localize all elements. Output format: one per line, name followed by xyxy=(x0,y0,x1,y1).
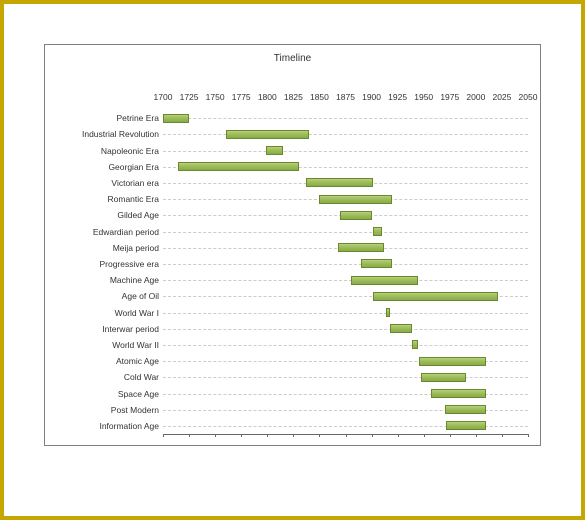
x-tick xyxy=(476,434,477,437)
timeline-bar xyxy=(390,324,412,333)
x-tick xyxy=(528,434,529,437)
x-tick xyxy=(346,434,347,437)
gridline xyxy=(163,232,528,233)
x-tick xyxy=(450,434,451,437)
x-tick-label: 1975 xyxy=(440,92,459,102)
y-axis-label: Edwardian period xyxy=(93,227,159,237)
x-tick-label: 1750 xyxy=(206,92,225,102)
y-axis-label: Atomic Age xyxy=(116,356,159,366)
x-tick-label: 1875 xyxy=(336,92,355,102)
gridline xyxy=(163,118,528,119)
timeline-bar xyxy=(412,340,418,349)
x-tick-label: 1950 xyxy=(414,92,433,102)
y-axis-label: Petrine Era xyxy=(116,113,159,123)
y-axis-label: Space Age xyxy=(118,389,159,399)
timeline-bar xyxy=(421,373,467,382)
timeline-bar xyxy=(319,195,392,204)
y-axis-label: World War II xyxy=(112,340,159,350)
gridline xyxy=(163,329,528,330)
y-axis-label: Post Modern xyxy=(111,405,159,415)
gridline xyxy=(163,313,528,314)
gridline xyxy=(163,151,528,152)
outer-frame: Timeline Petrine Era Industrial Revolutio… xyxy=(0,0,585,520)
x-tick xyxy=(267,434,268,437)
x-tick xyxy=(241,434,242,437)
x-tick-label: 1775 xyxy=(232,92,251,102)
y-axis-labels: Petrine Era Industrial Revolution Napoleon… xyxy=(45,110,159,435)
timeline-bar xyxy=(306,178,373,187)
gridline xyxy=(163,345,528,346)
gridline xyxy=(163,134,528,135)
timeline-bar xyxy=(338,243,384,252)
gridline xyxy=(163,377,528,378)
x-tick xyxy=(398,434,399,437)
x-tick-label: 2025 xyxy=(492,92,511,102)
gridline xyxy=(163,280,528,281)
x-tick xyxy=(163,434,164,437)
timeline-bar xyxy=(419,357,487,366)
y-axis-label: Victorian era xyxy=(111,178,159,188)
x-tick xyxy=(189,434,190,437)
y-axis-label: World War I xyxy=(115,308,159,318)
timeline-bar xyxy=(373,227,382,236)
x-tick xyxy=(372,434,373,437)
y-axis-label: Industrial Revolution xyxy=(82,129,159,139)
x-tick-label: 1800 xyxy=(258,92,277,102)
x-tick-label: 2000 xyxy=(466,92,485,102)
x-tick-label: 1925 xyxy=(388,92,407,102)
timeline-bar xyxy=(445,405,487,414)
y-axis-label: Georgian Era xyxy=(108,162,159,172)
timeline-bar xyxy=(431,389,486,398)
x-tick-label: 1725 xyxy=(180,92,199,102)
x-tick-label: 2050 xyxy=(519,92,538,102)
x-tick xyxy=(424,434,425,437)
y-axis-label: Meija period xyxy=(113,243,159,253)
x-tick xyxy=(293,434,294,437)
timeline-bar xyxy=(226,130,309,139)
y-axis-label: Information Age xyxy=(99,421,159,431)
x-tick-label: 1700 xyxy=(154,92,173,102)
timeline-bar xyxy=(373,292,498,301)
chart-panel: Timeline Petrine Era Industrial Revolutio… xyxy=(44,44,541,446)
x-tick xyxy=(502,434,503,437)
timeline-bar xyxy=(163,114,189,123)
x-tick xyxy=(319,434,320,437)
timeline-bar xyxy=(340,211,371,220)
timeline-bar xyxy=(361,259,392,268)
y-axis-label: Age of Oil xyxy=(122,291,159,301)
timeline-bar xyxy=(178,162,299,171)
y-axis-label: Interwar period xyxy=(102,324,159,334)
y-axis-label: Gilded Age xyxy=(117,210,159,220)
chart-title: Timeline xyxy=(45,53,540,64)
x-tick xyxy=(215,434,216,437)
x-tick-label: 1900 xyxy=(362,92,381,102)
y-axis-label: Napoleonic Era xyxy=(101,146,159,156)
gridline xyxy=(163,264,528,265)
y-axis-label: Romantic Era xyxy=(108,194,160,204)
timeline-bar xyxy=(266,146,283,155)
y-axis-label: Cold War xyxy=(124,372,159,382)
timeline-bar xyxy=(446,421,487,430)
y-axis-label: Machine Age xyxy=(110,275,159,285)
y-axis-label: Progressive era xyxy=(99,259,159,269)
x-tick-label: 1825 xyxy=(284,92,303,102)
plot-area: 1700172517501775180018251850187519001925… xyxy=(163,110,528,435)
timeline-bar xyxy=(351,276,419,285)
timeline-bar xyxy=(386,308,390,317)
x-tick-label: 1850 xyxy=(310,92,329,102)
